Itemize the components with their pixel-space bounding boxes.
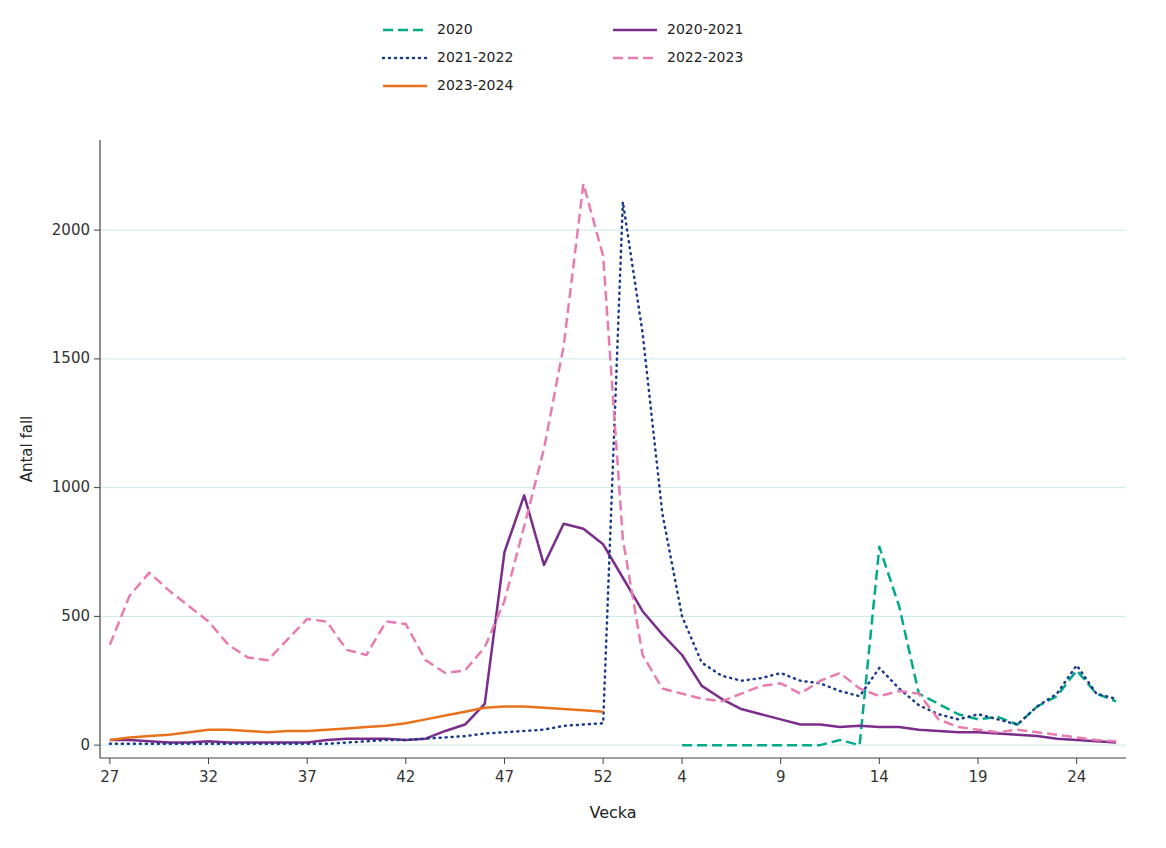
x-tick xyxy=(879,758,880,764)
x-axis-line xyxy=(100,757,1126,758)
axes: 0 500 1000 1500 2000 27 32 37 42 47 52 4 9 14 19 24 xyxy=(52,140,1126,786)
legend-label: 2021-2022 xyxy=(437,49,513,65)
grid xyxy=(100,230,1126,745)
series-line xyxy=(682,547,1116,745)
x-tick xyxy=(109,758,110,764)
y-axis-label: Antal fall xyxy=(18,416,36,483)
y-tick xyxy=(94,745,100,746)
y-tick xyxy=(94,616,100,617)
legend-label: 2020-2021 xyxy=(667,21,743,37)
x-tick-label: 37 xyxy=(298,768,317,786)
y-tick-label: 1000 xyxy=(52,478,90,496)
x-tick xyxy=(978,758,979,764)
x-axis-label: Vecka xyxy=(589,803,636,822)
legend-swatch xyxy=(383,29,427,32)
grid-line xyxy=(100,616,1126,617)
grid-line xyxy=(100,230,1126,231)
x-tick-label: 9 xyxy=(776,768,786,786)
x-tick xyxy=(504,758,505,764)
legend-swatch xyxy=(383,57,427,60)
legend-swatch xyxy=(383,85,427,88)
series-line xyxy=(110,495,1116,742)
y-tick xyxy=(94,230,100,231)
legend-swatch xyxy=(613,57,657,60)
x-tick-label: 27 xyxy=(100,768,119,786)
page: {"chart_data": { "type": "line", "xlabel… xyxy=(0,0,1166,848)
chart: 0 500 1000 1500 2000 27 32 37 42 47 52 4 9 14 19 24 Veck… xyxy=(0,0,1166,848)
x-tick xyxy=(1076,758,1077,764)
x-tick-label: 19 xyxy=(968,768,987,786)
legend-label: 2023-2024 xyxy=(437,77,513,93)
x-tick xyxy=(405,758,406,764)
x-tick xyxy=(682,758,683,764)
series-line xyxy=(110,707,603,740)
legend-label: 2022-2023 xyxy=(667,49,743,65)
x-tick xyxy=(780,758,781,764)
y-tick-label: 500 xyxy=(61,607,90,625)
grid-line xyxy=(100,358,1126,359)
y-tick xyxy=(94,358,100,359)
y-tick-label: 1500 xyxy=(52,349,90,367)
legend: 2020 2020-2021 2021-2022 2022-2023 2023-2024 xyxy=(383,21,743,93)
x-tick-label: 4 xyxy=(677,768,687,786)
legend-label: 2020 xyxy=(437,21,473,37)
x-tick-label: 42 xyxy=(396,768,415,786)
legend-swatch xyxy=(613,29,657,32)
x-tick-label: 14 xyxy=(870,768,889,786)
x-tick-label: 24 xyxy=(1067,768,1086,786)
x-tick xyxy=(603,758,604,764)
y-tick xyxy=(94,487,100,488)
x-tick-label: 32 xyxy=(199,768,218,786)
grid-line xyxy=(100,487,1126,488)
x-tick xyxy=(307,758,308,764)
y-axis-line xyxy=(99,140,100,758)
x-tick xyxy=(208,758,209,764)
series-line xyxy=(110,184,1116,741)
plot-area xyxy=(110,184,1116,745)
y-tick-label: 2000 xyxy=(52,221,90,239)
series-line xyxy=(110,202,1116,744)
y-tick-label: 0 xyxy=(80,736,90,754)
x-tick-label: 47 xyxy=(495,768,514,786)
x-tick-label: 52 xyxy=(594,768,613,786)
